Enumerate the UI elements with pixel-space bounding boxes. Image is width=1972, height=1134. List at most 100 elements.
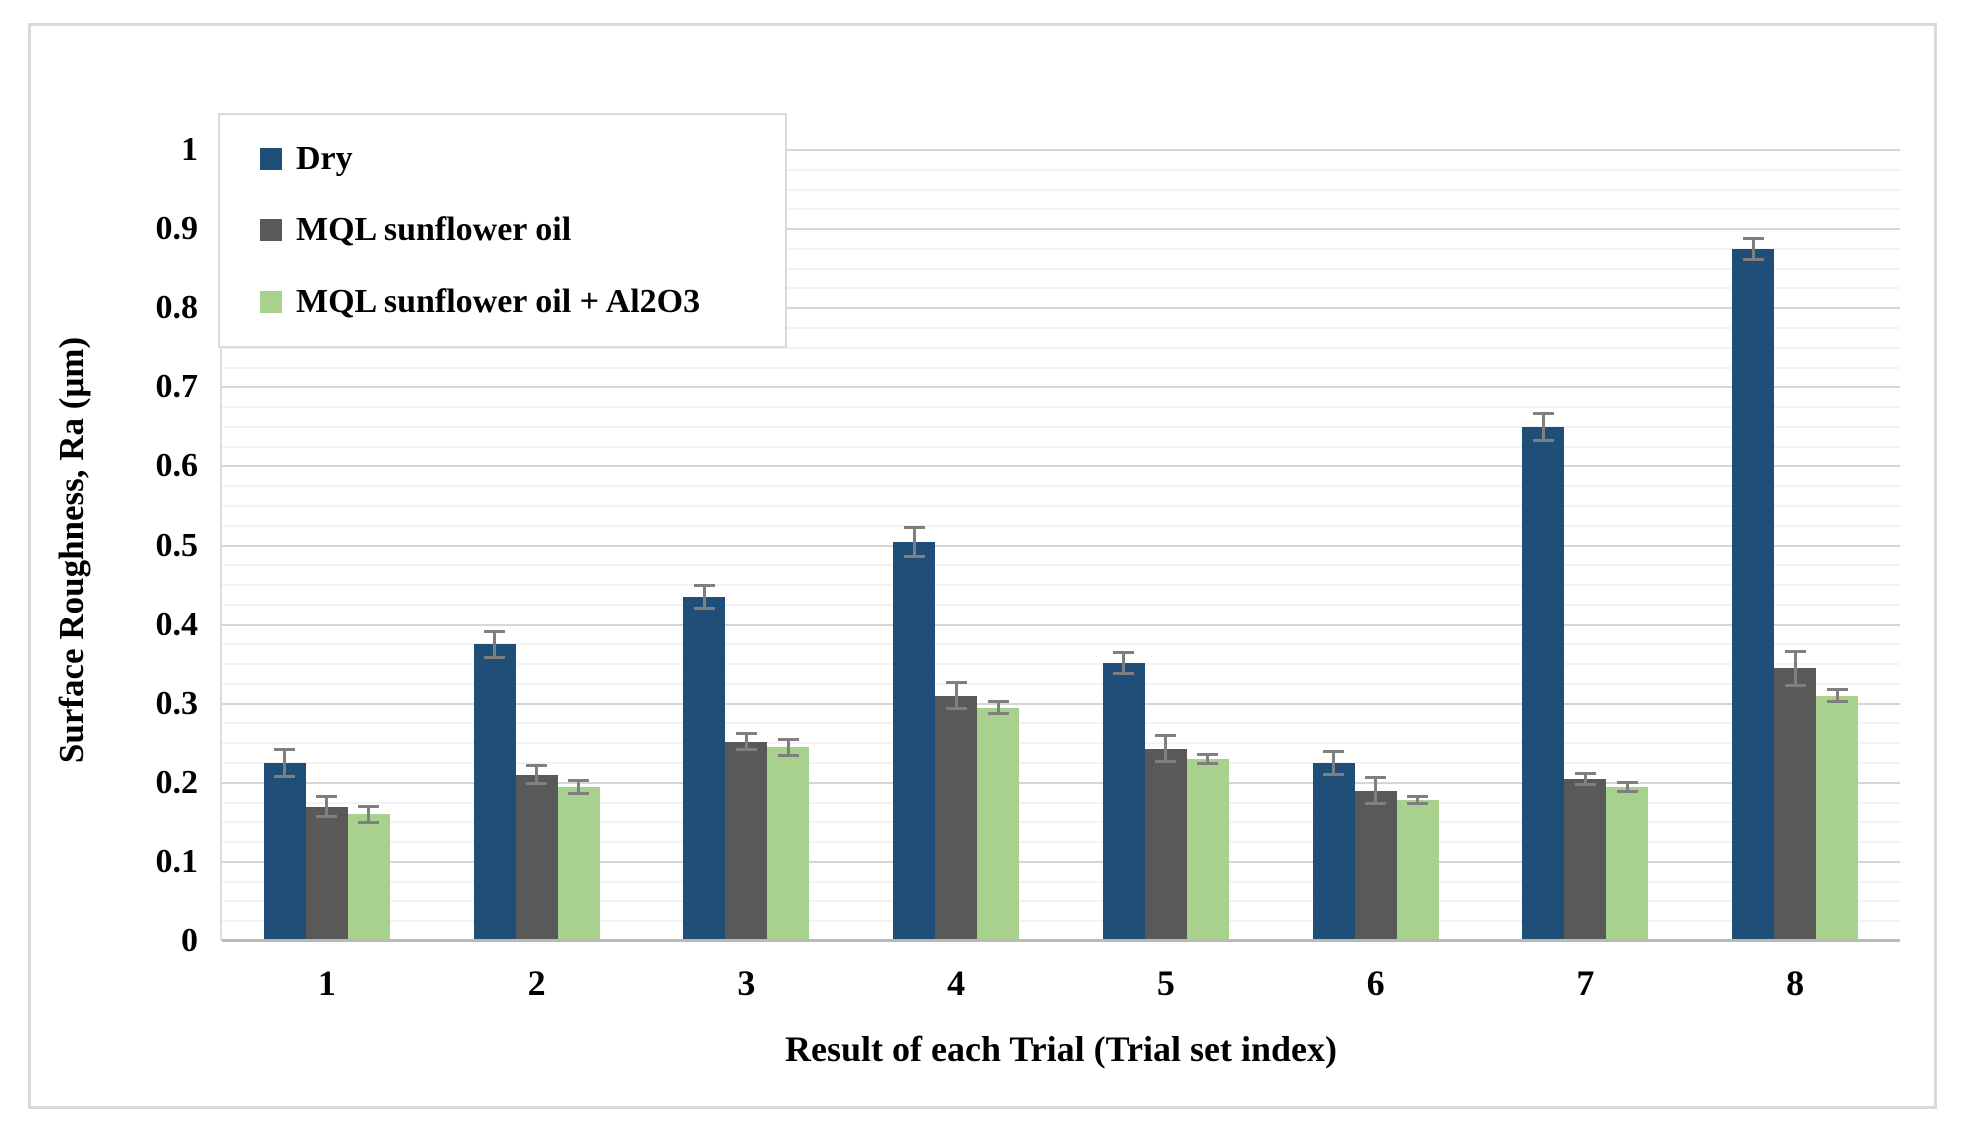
gridline-minor-0.375 <box>222 643 1900 646</box>
y-tick-label-0.8: 0.8 <box>155 289 199 327</box>
gridline-major-0.100 <box>222 860 1900 863</box>
legend-swatch-dry-icon <box>260 147 282 170</box>
gridline-major-1.000 <box>222 149 1900 151</box>
bar-mql-sunflower-oil-al2o3-trial-5 <box>1186 759 1229 941</box>
x-tick-label-7: 7 <box>1576 963 1595 1003</box>
gridline-minor-0.625 <box>222 445 1900 448</box>
x-axis-line <box>222 939 1900 942</box>
y-tick-label-0.5: 0.5 <box>155 526 199 564</box>
legend-entry-dry: Dry <box>260 140 785 178</box>
bar-mql-sunflower-oil-al2o3-trial-6 <box>1396 800 1439 941</box>
gridline-minor-0.975 <box>222 168 1900 171</box>
legend-label-mql-sunflower-oil-al2o3: MQL sunflower oil + Al2O3 <box>296 283 701 321</box>
bar-mql-sunflower-oil-al2o3-trial-8 <box>1816 695 1859 941</box>
y-axis-line <box>220 150 222 941</box>
x-tick-label-2: 2 <box>527 963 546 1003</box>
gridline-minor-0.850 <box>222 267 1900 270</box>
legend-swatch-mql-sunflower-oil-icon <box>260 219 282 242</box>
gridline-minor-0.825 <box>222 287 1900 290</box>
gridline-minor-0.950 <box>222 188 1900 191</box>
bar-mql-sunflower-oil-trial-4 <box>935 695 978 941</box>
gridline-minor-0.550 <box>222 504 1900 507</box>
bar-dry-trial-4 <box>893 541 936 941</box>
gridline-minor-0.275 <box>222 722 1900 725</box>
gridline-minor-0.525 <box>222 524 1900 527</box>
bar-dry-trial-1 <box>263 763 306 941</box>
bars-layer <box>222 150 1900 941</box>
legend-label-dry: Dry <box>296 139 353 177</box>
gridline-minor-0.050 <box>222 900 1900 903</box>
bar-dry-trial-3 <box>683 596 726 941</box>
gridline-minor-0.175 <box>222 801 1900 804</box>
gridline-minor-0.350 <box>222 663 1900 666</box>
y-tick-label-0.7: 0.7 <box>155 368 199 406</box>
gridline-minor-0.750 <box>222 346 1900 349</box>
x-tick-label-4: 4 <box>947 963 966 1003</box>
bar-dry-trial-7 <box>1522 426 1565 941</box>
y-tick-label-1: 1 <box>181 131 198 168</box>
y-tick-label-0.4: 0.4 <box>155 605 199 643</box>
bar-mql-sunflower-oil-trial-3 <box>725 741 768 941</box>
x-tick-label-8: 8 <box>1786 963 1805 1003</box>
bar-mql-sunflower-oil-trial-2 <box>515 774 558 941</box>
gridline-minor-0.450 <box>222 584 1900 587</box>
bar-mql-sunflower-oil-trial-6 <box>1354 790 1397 941</box>
x-tick-label-6: 6 <box>1366 963 1385 1003</box>
gridline-minor-0.650 <box>222 425 1900 428</box>
x-axis-title: Result of each Trial (Trial set index) <box>785 1029 1337 1069</box>
gridline-minor-0.150 <box>222 821 1900 824</box>
bar-dry-trial-5 <box>1102 663 1145 941</box>
y-tick-label-0.9: 0.9 <box>155 210 199 248</box>
major-gridlines <box>222 149 1900 941</box>
bar-dry-trial-6 <box>1312 763 1355 941</box>
gridline-major-0.200 <box>222 781 1900 784</box>
bar-mql-sunflower-oil-al2o3-trial-2 <box>557 786 600 941</box>
gridline-minor-0.125 <box>222 841 1900 844</box>
gridline-minor-0.025 <box>222 920 1900 923</box>
gridline-minor-0.250 <box>222 742 1900 745</box>
gridline-major-0.800 <box>222 307 1900 310</box>
x-tick-label-1: 1 <box>317 963 336 1003</box>
gridline-minor-0.425 <box>222 603 1900 606</box>
gridline-minor-0.925 <box>222 208 1900 211</box>
bar-mql-sunflower-oil-trial-5 <box>1144 748 1187 941</box>
gridline-major-0.400 <box>222 623 1900 626</box>
gridline-minor-0.775 <box>222 326 1900 329</box>
bar-mql-sunflower-oil-al2o3-trial-7 <box>1606 786 1649 941</box>
y-tick-label-0.2: 0.2 <box>155 763 199 801</box>
gridline-major-0.900 <box>222 228 1900 231</box>
bar-dry-trial-2 <box>473 644 516 941</box>
gridline-minor-0.225 <box>222 762 1900 765</box>
bar-mql-sunflower-oil-al2o3-trial-4 <box>977 707 1020 941</box>
y-tick-label-0: 0 <box>181 922 198 959</box>
gridline-major-0.500 <box>222 544 1900 547</box>
y-tick-label-0.6: 0.6 <box>155 447 199 485</box>
minor-gridlines <box>222 150 1900 941</box>
gridline-major-0.600 <box>222 465 1900 468</box>
legend-label-mql-sunflower-oil: MQL sunflower oil <box>296 211 572 249</box>
x-tick-label-5: 5 <box>1156 963 1175 1003</box>
legend-entry-mql-sunflower-oil: MQL sunflower oil <box>260 211 785 249</box>
gridline-minor-0.875 <box>222 247 1900 250</box>
legend-swatch-mql-sunflower-oil-al2o3-icon <box>260 291 282 314</box>
x-tick-label-3: 3 <box>737 963 756 1003</box>
bar-mql-sunflower-oil-trial-7 <box>1564 778 1607 941</box>
gridline-major-0.300 <box>222 702 1900 705</box>
bar-mql-sunflower-oil-al2o3-trial-3 <box>767 747 810 941</box>
bar-mql-sunflower-oil-trial-1 <box>305 806 348 941</box>
y-tick-label-0.3: 0.3 <box>155 684 199 722</box>
gridline-major-0.700 <box>222 386 1900 389</box>
legend-entry-mql-sunflower-oil-al2o3: MQL sunflower oil + Al2O3 <box>260 283 785 321</box>
gridline-minor-0.325 <box>222 682 1900 685</box>
bar-dry-trial-8 <box>1732 248 1775 941</box>
gridline-minor-0.475 <box>222 564 1900 567</box>
gridline-minor-0.725 <box>222 366 1900 369</box>
legend: Dry MQL sunflower oil MQL sunflower oil … <box>218 113 787 348</box>
y-tick-label-0.1: 0.1 <box>155 842 199 880</box>
gridline-minor-0.575 <box>222 485 1900 488</box>
gridline-minor-0.675 <box>222 406 1900 409</box>
gridline-minor-0.075 <box>222 880 1900 883</box>
bar-mql-sunflower-oil-trial-8 <box>1774 668 1817 941</box>
